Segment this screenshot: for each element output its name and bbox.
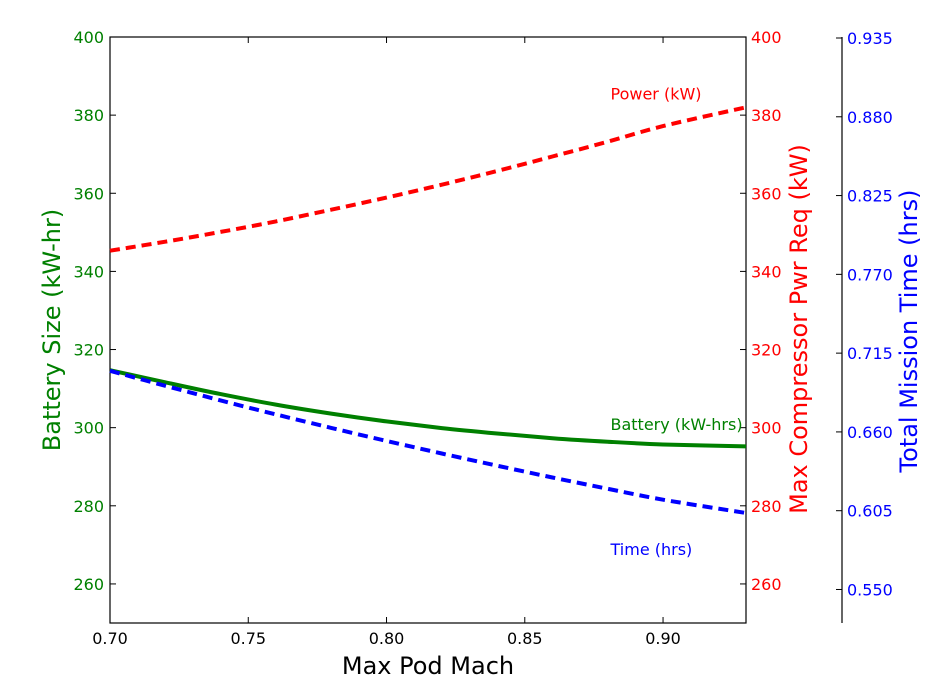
far-right-tick-label: 0.825 <box>847 187 893 206</box>
left-tick-label: 320 <box>73 341 104 360</box>
far-right-tick-label: 0.660 <box>847 423 893 442</box>
right-axis-label: Max Compressor Pwr Req (kW) <box>785 144 813 514</box>
left-axis-label: Battery Size (kW-hr) <box>38 209 66 451</box>
left-tick-label: 260 <box>73 575 104 594</box>
x-tick-label: 0.75 <box>230 629 266 648</box>
far-right-axis-label: Total Mission Time (hrs) <box>895 190 923 474</box>
x-tick-label: 0.85 <box>507 629 543 648</box>
annotation-label: Power (kW) <box>611 85 702 104</box>
x-tick-label: 0.90 <box>645 629 681 648</box>
annotation-label: Battery (kW-hrs) <box>611 415 743 434</box>
annotation-label: Time (hrs) <box>610 540 693 559</box>
right-tick-label: 360 <box>751 184 782 203</box>
right-tick-label: 340 <box>751 262 782 281</box>
series-line-right <box>109 105 747 253</box>
left-tick-label: 400 <box>73 28 104 47</box>
far-right-tick-label: 0.605 <box>847 502 893 521</box>
plot-frame <box>109 36 747 624</box>
right-tick-label: 260 <box>751 575 782 594</box>
right-tick-label: 280 <box>751 497 782 516</box>
left-tick-label: 360 <box>73 184 104 203</box>
x-tick-label: 0.80 <box>369 629 405 648</box>
right-tick-label: 320 <box>751 341 782 360</box>
right-tick-label: 400 <box>751 28 782 47</box>
right-tick-label: 380 <box>751 106 782 125</box>
left-tick-label: 300 <box>73 419 104 438</box>
series-line-left <box>109 368 747 449</box>
left-tick-label: 380 <box>73 106 104 125</box>
right-tick-label: 300 <box>751 419 782 438</box>
far-right-tick-label: 0.550 <box>847 580 893 599</box>
left-tick-label: 280 <box>73 497 104 516</box>
x-axis-label: Max Pod Mach <box>342 652 514 680</box>
series-line-far_right <box>109 368 747 515</box>
left-tick-label: 340 <box>73 262 104 281</box>
far-right-tick-label: 0.880 <box>847 108 893 127</box>
far-right-tick-label: 0.935 <box>847 29 893 48</box>
far-right-tick-label: 0.715 <box>847 344 893 363</box>
x-tick-label: 0.70 <box>92 629 128 648</box>
far-right-tick-label: 0.770 <box>847 265 893 284</box>
